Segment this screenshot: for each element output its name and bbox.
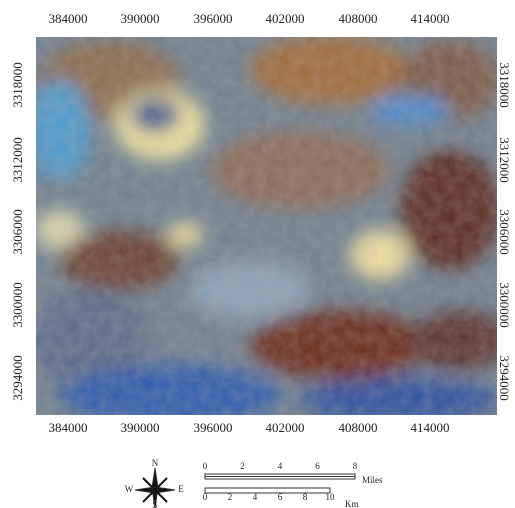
scale-label: 10 — [326, 492, 336, 502]
coordinate-label: 402000 — [266, 11, 305, 26]
coordinate-label: 408000 — [339, 420, 378, 435]
compass-label: S — [152, 500, 157, 508]
coordinate-label: 390000 — [121, 11, 160, 26]
coordinate-label: 3312000 — [497, 137, 512, 183]
scale-graphic — [135, 468, 355, 508]
coordinate-label: 384000 — [49, 420, 88, 435]
scale-label: 6 — [315, 461, 320, 471]
coordinate-label: 384000 — [49, 11, 88, 26]
scale-label: 4 — [253, 492, 258, 502]
compass-label: E — [178, 484, 184, 494]
coordinate-label: 3306000 — [497, 209, 512, 255]
map-figure: 384000 390000 396000 402000 408000 414000 3840… — [0, 0, 515, 508]
scale-label: 8 — [353, 461, 358, 471]
scale-label: 6 — [278, 492, 283, 502]
coordinate-label: 396000 — [194, 11, 233, 26]
scale-label: 2 — [240, 461, 245, 471]
coordinate-label: 396000 — [194, 420, 233, 435]
coordinate-label: 3306000 — [10, 209, 25, 255]
scale-label: 8 — [303, 492, 308, 502]
coordinate-label: 414000 — [411, 420, 450, 435]
scale-label: 0 — [203, 461, 208, 471]
coordinate-label: 408000 — [339, 11, 378, 26]
scale-label: 4 — [278, 461, 283, 471]
coordinate-label: 3294000 — [10, 355, 25, 401]
coordinate-label: 402000 — [266, 420, 305, 435]
coordinate-label: 3300000 — [497, 282, 512, 328]
scale-unit: Miles — [362, 475, 383, 485]
coordinate-label: 3312000 — [10, 137, 25, 183]
scale-unit: Km — [345, 499, 359, 508]
satellite-image — [30, 35, 510, 425]
coordinate-label: 390000 — [121, 420, 160, 435]
compass-label: N — [152, 458, 159, 468]
coordinate-label: 414000 — [411, 11, 450, 26]
coordinate-label: 3300000 — [10, 282, 25, 328]
coordinate-label: 3318000 — [10, 62, 25, 108]
compass-label: W — [125, 484, 134, 494]
coordinate-label: 3294000 — [497, 355, 512, 401]
scale-label: 2 — [228, 492, 233, 502]
coordinate-label: 3318000 — [497, 62, 512, 108]
scale-label: 0 — [203, 492, 208, 502]
